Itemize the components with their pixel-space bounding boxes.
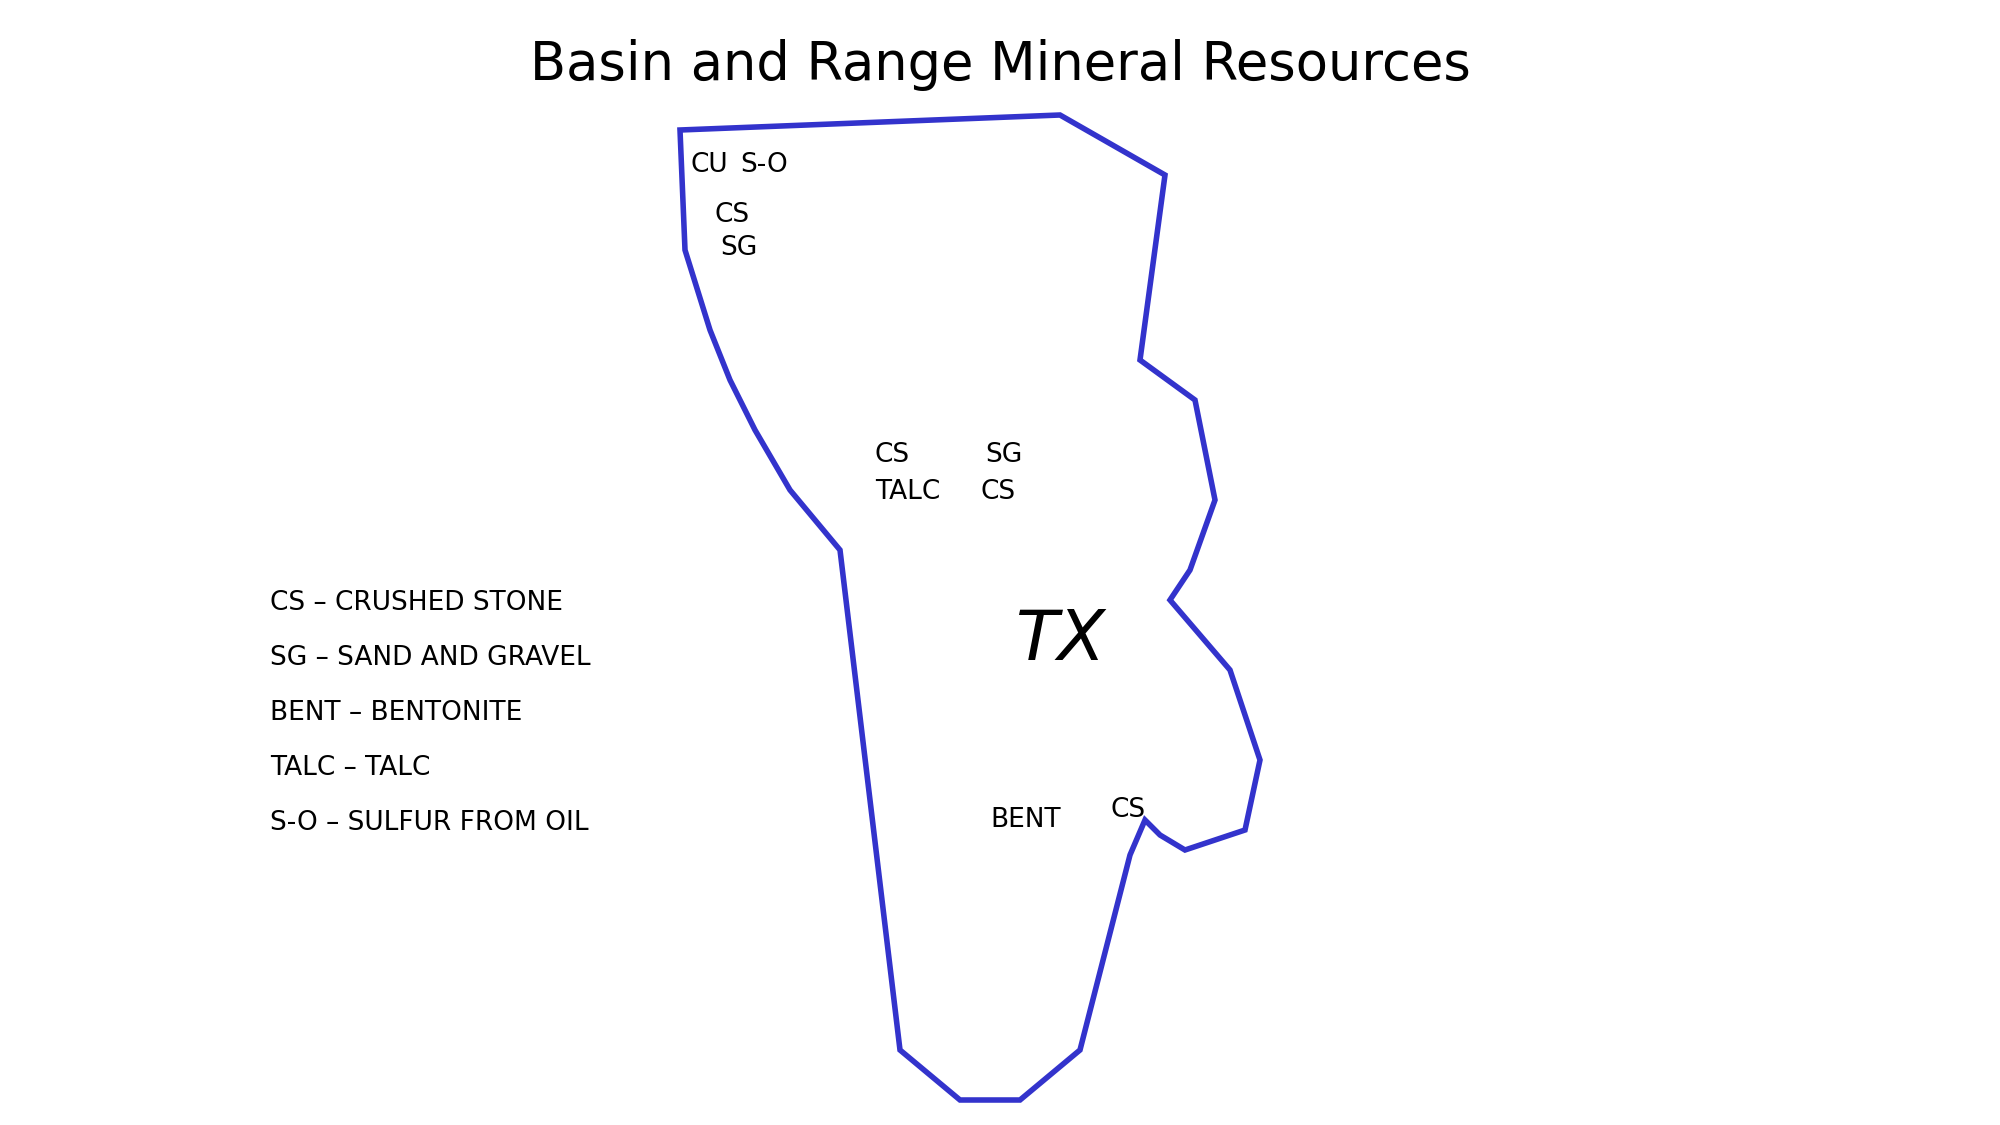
Polygon shape <box>680 115 1260 1100</box>
Text: TX: TX <box>1014 606 1106 674</box>
Text: CS: CS <box>980 479 1016 505</box>
Text: CS – CRUSHED STONE: CS – CRUSHED STONE <box>270 590 562 616</box>
Text: S-O: S-O <box>740 152 788 178</box>
Text: S-O – SULFUR FROM OIL: S-O – SULFUR FROM OIL <box>270 810 588 836</box>
Text: BENT – BENTONITE: BENT – BENTONITE <box>270 700 522 726</box>
Text: CU: CU <box>690 152 728 178</box>
Text: BENT: BENT <box>990 807 1060 832</box>
Text: SG – SAND AND GRAVEL: SG – SAND AND GRAVEL <box>270 645 590 670</box>
Text: SG: SG <box>984 442 1022 468</box>
Text: CS: CS <box>1110 796 1146 824</box>
Text: TALC: TALC <box>876 479 940 505</box>
Text: CS: CS <box>876 442 910 468</box>
Text: SG: SG <box>720 235 758 261</box>
Text: TALC – TALC: TALC – TALC <box>270 755 430 781</box>
Text: CS: CS <box>716 202 750 228</box>
Text: Basin and Range Mineral Resources: Basin and Range Mineral Resources <box>530 39 1470 91</box>
